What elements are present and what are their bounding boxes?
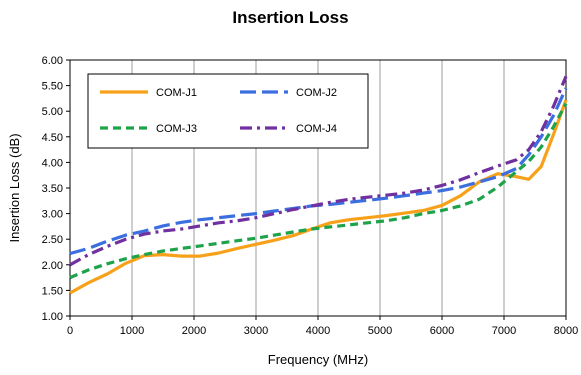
y-tick-label: 3.00 [42, 209, 63, 221]
y-tick-label: 6.00 [42, 55, 63, 67]
y-tick-label: 2.00 [42, 260, 63, 272]
x-tick-label: 8000 [554, 325, 578, 337]
x-axis-ticks: 0 1000 2000 3000 4000 5000 6000 7000 8000 [67, 316, 578, 337]
y-tick-label: 5.00 [42, 106, 63, 118]
x-tick-label: 3000 [244, 325, 268, 337]
series-lines [69, 75, 568, 295]
y-tick-label: 4.00 [42, 157, 63, 169]
x-tick-label: 5000 [368, 325, 392, 337]
legend-box [87, 73, 369, 149]
x-tick-label: 6000 [430, 325, 454, 337]
y-axis-ticks: 1.00 1.50 2.00 2.50 3.00 3.50 4.00 4.50 5.00 5.50… [42, 55, 70, 323]
legend-label-com-j4: COM-J4 [296, 123, 337, 135]
legend-label-com-j3: COM-J3 [156, 123, 197, 135]
y-axis-label: Insertion Loss (dB) [7, 133, 22, 242]
vertical-gridlines [131, 60, 505, 316]
y-tick-label: 5.50 [42, 81, 63, 93]
y-tick-label: 3.50 [42, 183, 63, 195]
x-tick-label: 2000 [182, 325, 206, 337]
legend-label-com-j1: COM-J1 [156, 87, 197, 99]
y-tick-label: 2.50 [42, 234, 63, 246]
series-line-com-j2 [69, 87, 568, 256]
y-tick-label: 1.00 [42, 311, 63, 323]
series-line-com-j4 [69, 75, 568, 267]
y-tick-label: 4.50 [42, 132, 63, 144]
series-line-com-j3 [69, 102, 568, 280]
legend-label-com-j2: COM-J2 [296, 87, 337, 99]
legend: COM-J1 COM-J2 COM-J3 COM-J4 [87, 73, 369, 149]
x-tick-label: 1000 [120, 325, 144, 337]
x-axis-label: Frequency (MHz) [268, 352, 368, 367]
chart-title: Insertion Loss [232, 8, 349, 27]
x-tick-label: 7000 [492, 325, 516, 337]
x-tick-label: 4000 [306, 325, 330, 337]
y-tick-label: 1.50 [42, 285, 63, 297]
x-tick-label: 0 [67, 325, 73, 337]
